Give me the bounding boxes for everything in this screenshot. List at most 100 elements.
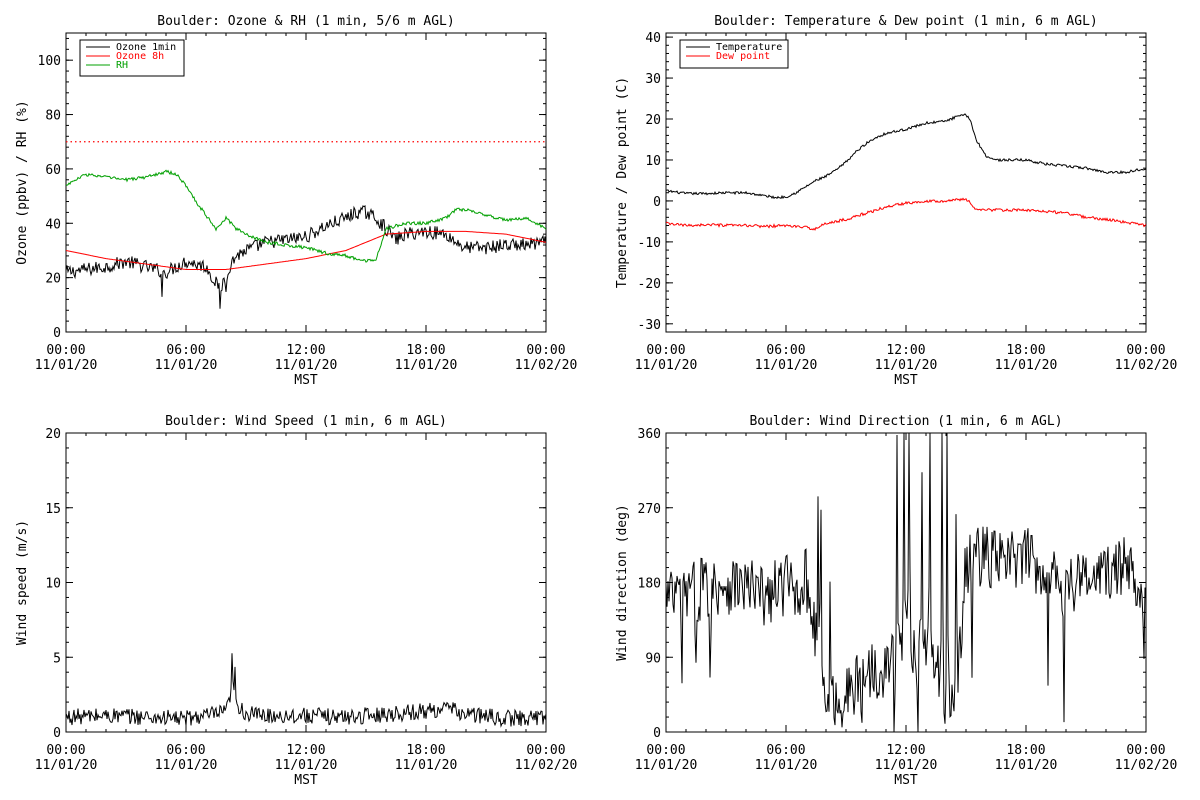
y-tick-label: 270	[638, 502, 661, 517]
plot-area	[666, 433, 1146, 732]
x-tick-label-time: 12:00	[286, 743, 325, 758]
legend-label: Dew point	[716, 51, 770, 62]
x-tick-label-time: 06:00	[766, 343, 805, 358]
x-axis-title: MST	[894, 773, 918, 788]
x-tick-label-date: 11/01/20	[995, 358, 1058, 373]
panel-temperature-dewpoint: Boulder: Temperature & Dew point (1 min,…	[615, 14, 1177, 388]
legend-label: Temperature	[716, 42, 782, 53]
x-tick-label-date: 11/02/20	[1115, 758, 1178, 773]
plot-frame	[65, 432, 547, 733]
x-tick-label-date: 11/01/20	[995, 758, 1058, 773]
y-tick-label: 100	[38, 54, 61, 69]
y-tick-label: 0	[53, 326, 61, 341]
y-tick-label: 30	[645, 72, 661, 87]
legend-label: Ozone 8h	[116, 51, 164, 62]
panel-wind-speed: Boulder: Wind Speed (1 min, 6 m AGL) 0 5 10…	[15, 414, 577, 788]
x-tick-label-time: 12:00	[886, 343, 925, 358]
x-axis-title: MST	[294, 773, 318, 788]
y-tick-label: 5	[53, 651, 61, 666]
plot-frame	[65, 32, 547, 333]
x-tick-label-date: 11/01/20	[155, 358, 218, 373]
series-line-series-0	[666, 433, 1146, 732]
chart-title: Boulder: Wind Direction (1 min, 6 m AGL)	[749, 414, 1062, 429]
x-tick-label-time: 00:00	[526, 743, 565, 758]
x-tick-label-date: 11/02/20	[1115, 358, 1178, 373]
x-tick-label-date: 11/01/20	[275, 358, 338, 373]
plot-area	[666, 113, 1146, 231]
x-tick-label-time: 06:00	[166, 343, 205, 358]
x-tick-label-date: 11/01/20	[755, 358, 818, 373]
series-line-ozone-1min	[66, 204, 546, 309]
chart-title: Boulder: Ozone & RH (1 min, 5/6 m AGL)	[157, 14, 454, 29]
y-tick-label: 60	[45, 163, 61, 178]
series-line-ozone-8h	[66, 230, 546, 270]
x-tick-label-date: 11/01/20	[875, 758, 938, 773]
series-line-series-0	[66, 653, 546, 728]
x-tick-label-time: 00:00	[1126, 743, 1165, 758]
x-tick-label-date: 11/01/20	[875, 358, 938, 373]
y-tick-label: -20	[638, 277, 661, 292]
y-tick-label: -30	[638, 318, 661, 333]
x-tick-label-date: 11/02/20	[515, 758, 578, 773]
series-line-temperature	[666, 113, 1146, 200]
y-axis-title: Ozone (ppbv) / RH (%)	[15, 100, 30, 264]
y-tick-label: 10	[645, 154, 661, 169]
x-tick-label-time: 00:00	[46, 343, 85, 358]
legend-label: Ozone 1min	[116, 42, 176, 53]
y-tick-label: 90	[645, 651, 661, 666]
x-tick-label-time: 18:00	[1006, 743, 1045, 758]
y-tick-label: 15	[45, 502, 61, 517]
x-tick-label-date: 11/01/20	[35, 358, 98, 373]
x-tick-label-time: 18:00	[406, 343, 445, 358]
x-axis-title: MST	[294, 373, 318, 388]
x-tick-label-time: 18:00	[1006, 343, 1045, 358]
y-tick-label: 10	[45, 577, 61, 592]
panel-wind-direction: Boulder: Wind Direction (1 min, 6 m AGL)…	[615, 414, 1177, 788]
y-tick-label: 0	[653, 195, 661, 210]
legend-box	[79, 39, 185, 77]
panel-ozone-rh: Boulder: Ozone & RH (1 min, 5/6 m AGL) 0 2…	[15, 14, 577, 388]
y-tick-label: 40	[45, 217, 61, 232]
y-tick-label: 0	[653, 726, 661, 741]
chart-title: Boulder: Wind Speed (1 min, 6 m AGL)	[165, 414, 447, 429]
x-tick-label-time: 00:00	[46, 743, 85, 758]
chart-title: Boulder: Temperature & Dew point (1 min,…	[714, 14, 1098, 29]
y-axis-title: Wind speed (m/s)	[15, 520, 30, 645]
y-tick-label: 20	[45, 427, 61, 442]
y-axis-title: Temperature / Dew point (C)	[615, 77, 630, 288]
y-tick-label: 360	[638, 427, 661, 442]
x-tick-label-date: 11/01/20	[635, 358, 698, 373]
x-tick-label-time: 12:00	[286, 343, 325, 358]
legend-label: RH	[116, 60, 128, 71]
x-tick-label-time: 00:00	[646, 743, 685, 758]
x-tick-label-date: 11/01/20	[755, 758, 818, 773]
x-tick-label-date: 11/01/20	[635, 758, 698, 773]
legend-box	[679, 39, 789, 69]
x-tick-label-time: 06:00	[766, 743, 805, 758]
x-axis-title: MST	[894, 373, 918, 388]
x-tick-label-time: 06:00	[166, 743, 205, 758]
plot-area	[66, 141, 546, 309]
y-tick-label: 40	[645, 31, 661, 46]
y-tick-label: 20	[45, 272, 61, 287]
plot-frame	[665, 432, 1147, 733]
y-tick-label: 20	[645, 113, 661, 128]
series-line-rh	[66, 169, 546, 263]
y-tick-label: 180	[638, 577, 661, 592]
x-tick-label-time: 00:00	[526, 343, 565, 358]
y-axis-title: Wind direction (deg)	[615, 504, 630, 661]
x-tick-label-time: 12:00	[886, 743, 925, 758]
plot-frame	[665, 32, 1147, 333]
y-tick-label: 80	[45, 109, 61, 124]
x-tick-label-date: 11/01/20	[275, 758, 338, 773]
x-tick-label-time: 18:00	[406, 743, 445, 758]
series-line-dew-point	[666, 197, 1146, 231]
x-tick-label-date: 11/01/20	[155, 758, 218, 773]
x-tick-label-time: 00:00	[646, 343, 685, 358]
y-tick-label: 0	[53, 726, 61, 741]
x-tick-label-date: 11/02/20	[515, 358, 578, 373]
x-tick-label-date: 11/01/20	[395, 358, 458, 373]
